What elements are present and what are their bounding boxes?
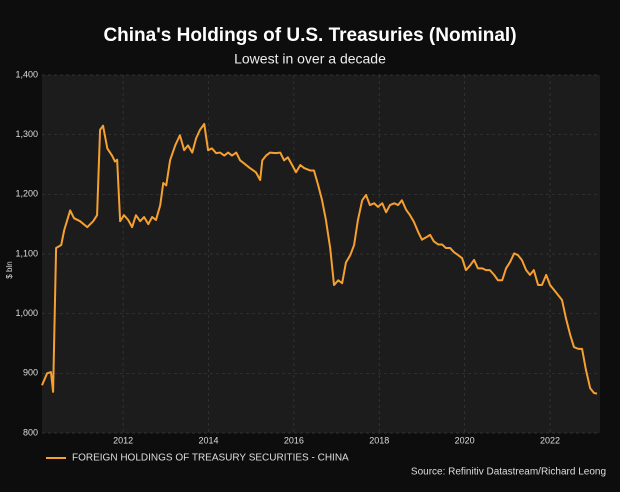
y-tick-label: 1,000 <box>15 308 38 318</box>
x-tick-label: 2020 <box>455 435 475 445</box>
x-tick-label: 2018 <box>369 435 389 445</box>
x-tick-label: 2014 <box>198 435 218 445</box>
y-tick-label: 800 <box>23 427 38 437</box>
y-tick-label: 1,400 <box>15 69 38 79</box>
y-axis-label: $ bln <box>5 261 14 278</box>
x-tick-label: 2012 <box>113 435 133 445</box>
source: Source: Refinitiv Datastream/Richard Leo… <box>411 467 606 478</box>
y-tick-label: 1,300 <box>15 129 38 139</box>
y-tick-label: 900 <box>23 368 38 378</box>
legend-label: FOREIGN HOLDINGS OF TREASURY SECURITIES … <box>72 453 349 464</box>
x-tick-label: 2016 <box>284 435 304 445</box>
data-line <box>41 122 598 395</box>
y-tick-label: 1,100 <box>15 248 38 258</box>
x-tick-label: 2022 <box>540 435 560 445</box>
y-tick-label: 1,200 <box>15 189 38 199</box>
chart-subtitle: Lowest in over a decade <box>234 51 386 67</box>
chart-title: China's Holdings of U.S. Treasuries (Nom… <box>103 25 516 46</box>
